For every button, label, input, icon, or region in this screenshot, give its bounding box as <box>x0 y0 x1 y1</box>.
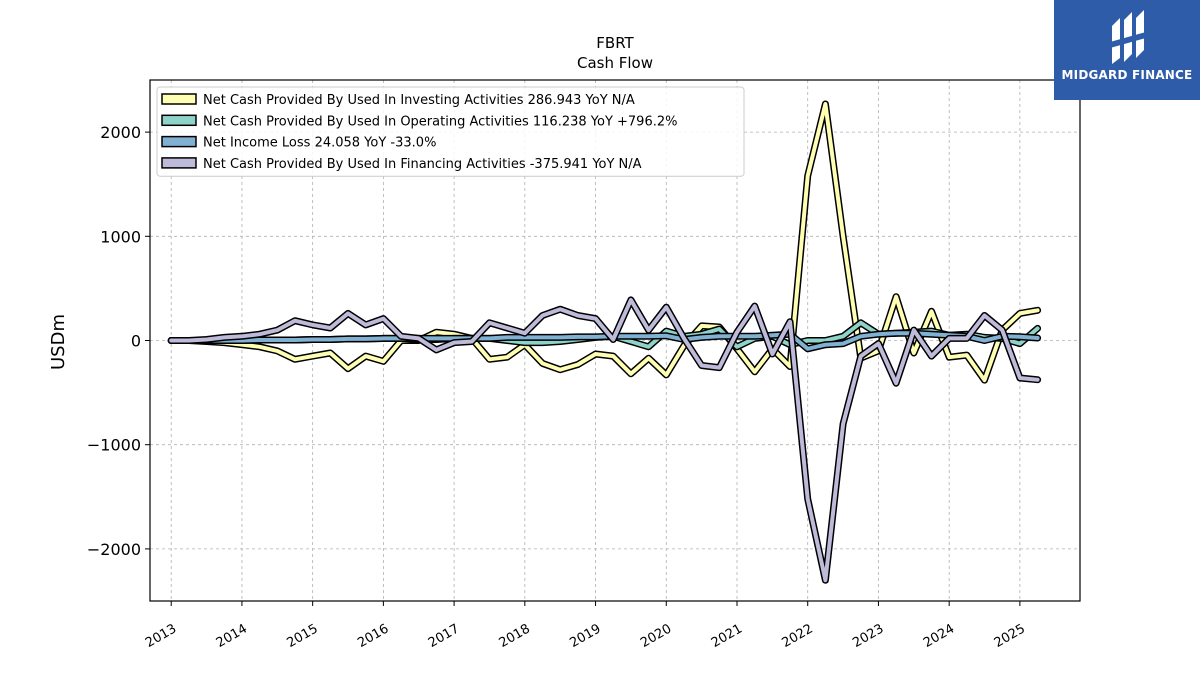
y-tick-label: 1000 <box>100 227 141 246</box>
y-tick-label: −1000 <box>87 436 141 455</box>
series-layer <box>167 100 1042 584</box>
series-line <box>169 102 1040 383</box>
legend-swatch <box>161 114 197 127</box>
x-tick-label: 2023 <box>850 621 886 651</box>
x-tick-label: 2016 <box>355 621 391 651</box>
midgard-logo-icon <box>1110 10 1146 64</box>
x-tick-label: 2025 <box>992 621 1028 651</box>
legend-swatch <box>161 135 197 148</box>
x-tick-label: 2013 <box>143 621 179 651</box>
legend-swatch <box>161 157 197 169</box>
x-tick-label: 2021 <box>709 621 745 651</box>
logo-text: MIDGARD FINANCE <box>1061 68 1193 82</box>
y-tick-label: 0 <box>131 332 141 351</box>
x-tick-label: 2020 <box>638 621 674 651</box>
legend-entry: Net Cash Provided By Used In Operating A… <box>203 114 677 129</box>
chart-subtitle: Cash Flow <box>577 54 653 72</box>
midgard-finance-logo: MIDGARD FINANCE <box>1054 0 1200 100</box>
y-axis-label: USDm <box>48 314 69 370</box>
y-tick-label: −2000 <box>87 540 141 559</box>
x-tick-label: 2022 <box>780 621 816 651</box>
x-tick-label: 2019 <box>567 621 603 651</box>
legend-swatch <box>161 93 197 105</box>
series-line <box>169 297 1040 583</box>
x-tick-label: 2018 <box>497 621 533 651</box>
legend-entry: Net Cash Provided By Used In Investing A… <box>203 93 635 108</box>
x-tick-label: 2017 <box>426 621 462 651</box>
y-tick-label: 2000 <box>100 123 141 142</box>
legend: Net Cash Provided By Used In Investing A… <box>156 86 745 177</box>
x-tick-label: 2024 <box>921 621 957 651</box>
legend-entry: Net Income Loss 24.058 YoY -33.0% <box>203 136 436 151</box>
x-tick-label: 2014 <box>214 621 250 651</box>
x-tick-label: 2015 <box>285 621 321 651</box>
legend-box <box>156 86 745 177</box>
chart-title: FBRT <box>596 34 634 52</box>
legend-entry: Net Cash Provided By Used In Financing A… <box>203 157 642 172</box>
series-line <box>169 331 1040 351</box>
